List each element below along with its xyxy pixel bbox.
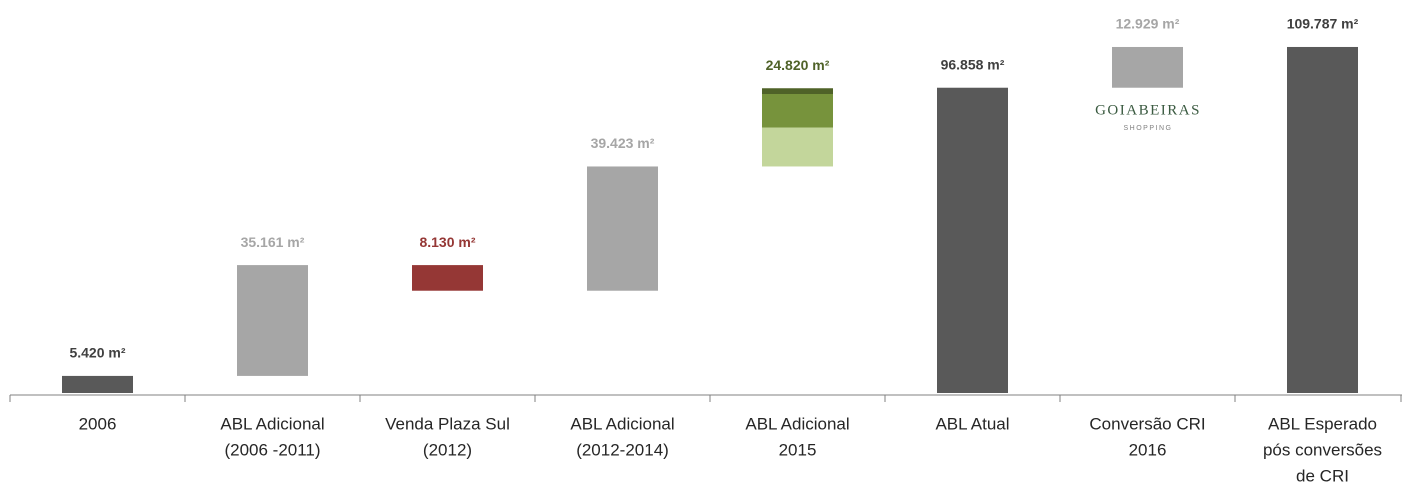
logo-subtext: SHOPPING bbox=[1124, 125, 1173, 132]
bar bbox=[62, 375, 133, 393]
value-label: 5.420 m² bbox=[69, 345, 125, 361]
x-tick-label: ABL Adicional bbox=[570, 414, 674, 433]
value-label: 109.787 m² bbox=[1287, 16, 1359, 32]
bar bbox=[762, 88, 833, 167]
value-label: 35.161 m² bbox=[241, 234, 305, 250]
value-label: 24.820 m² bbox=[766, 57, 830, 73]
x-tick-label: (2006 -2011) bbox=[224, 440, 320, 459]
x-tick-label: Venda Plaza Sul bbox=[385, 414, 510, 433]
x-tick-label: 2006 bbox=[79, 414, 117, 433]
x-tick-label: ABL Adicional bbox=[745, 414, 849, 433]
bar bbox=[937, 87, 1008, 394]
x-tick-label: (2012) bbox=[423, 440, 472, 459]
bar bbox=[1112, 46, 1183, 88]
bar bbox=[237, 265, 308, 376]
x-tick-label: pós conversões bbox=[1263, 440, 1382, 459]
value-label: 8.130 m² bbox=[419, 234, 475, 250]
bar bbox=[412, 265, 483, 291]
value-label: 12.929 m² bbox=[1116, 16, 1180, 32]
bar bbox=[587, 166, 658, 291]
x-tick-label: ABL Adicional bbox=[220, 414, 324, 433]
x-tick-label: 2016 bbox=[1129, 440, 1167, 459]
x-tick-label: 2015 bbox=[779, 440, 817, 459]
value-label: 96.858 m² bbox=[941, 56, 1005, 72]
x-tick-label: Conversão CRI bbox=[1089, 414, 1205, 433]
x-tick-label: ABL Atual bbox=[935, 414, 1009, 433]
x-tick-label: (2012-2014) bbox=[576, 440, 669, 459]
bar bbox=[1287, 46, 1358, 393]
x-tick-label: ABL Esperado bbox=[1268, 414, 1377, 433]
value-label: 39.423 m² bbox=[591, 135, 655, 151]
logo-text: GOIABEIRAS bbox=[1095, 102, 1201, 118]
x-tick-label: de CRI bbox=[1296, 466, 1349, 485]
